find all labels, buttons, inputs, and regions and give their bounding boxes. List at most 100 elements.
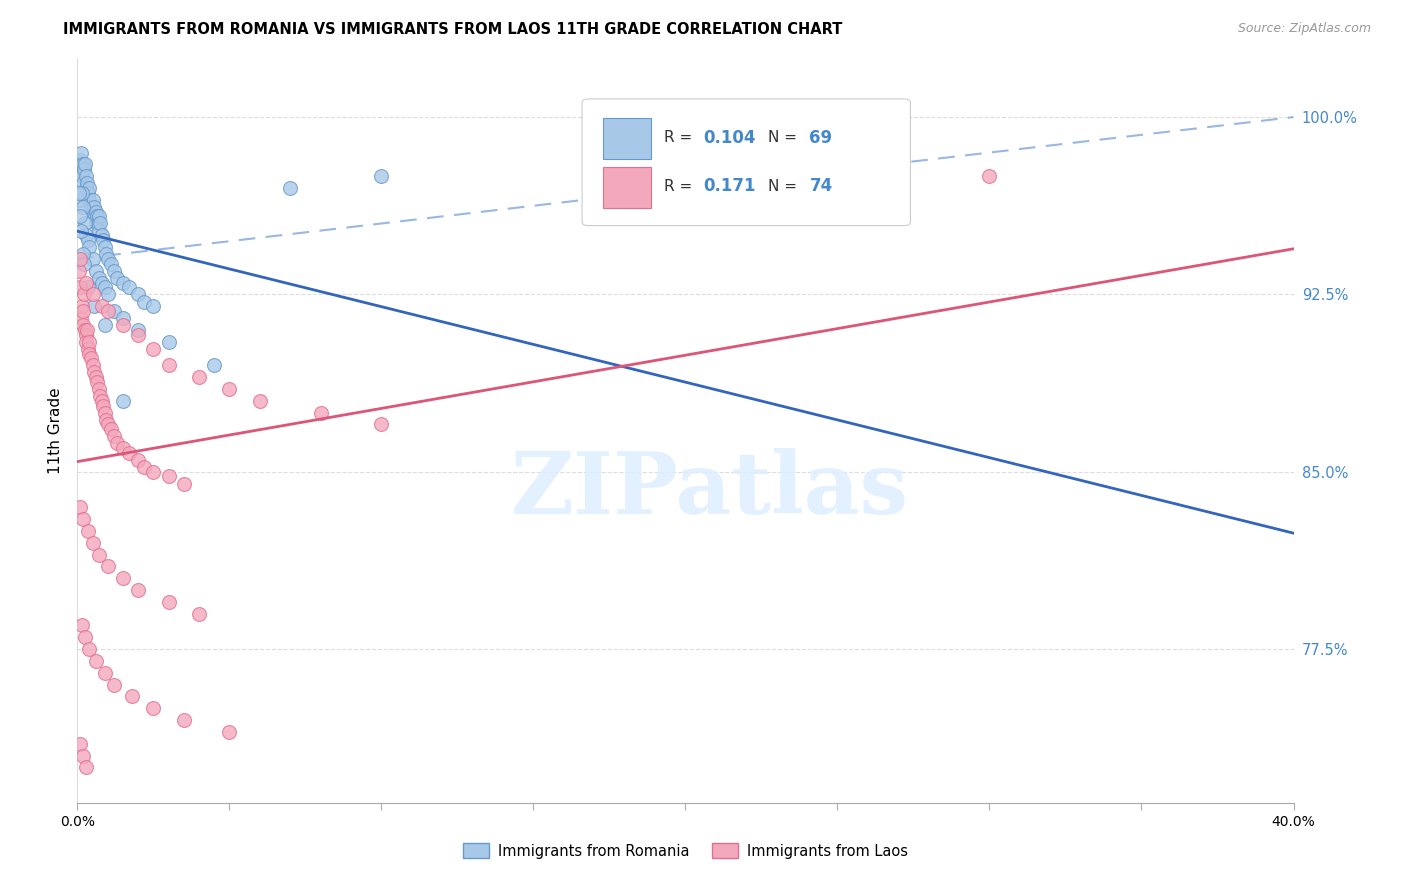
Point bbox=[69, 157, 91, 171]
Point bbox=[67, 162, 90, 177]
Point bbox=[249, 393, 271, 408]
Point bbox=[80, 351, 103, 366]
Point bbox=[89, 217, 111, 231]
Point bbox=[83, 366, 105, 380]
Point bbox=[157, 334, 180, 349]
Legend: Immigrants from Romania, Immigrants from Laos: Immigrants from Romania, Immigrants from… bbox=[463, 844, 908, 859]
Text: N =: N = bbox=[768, 130, 801, 145]
Point bbox=[93, 240, 115, 254]
Point bbox=[79, 346, 101, 360]
Text: Source: ZipAtlas.com: Source: ZipAtlas.com bbox=[1237, 22, 1371, 36]
Point bbox=[70, 145, 93, 160]
Point bbox=[103, 429, 125, 443]
Point bbox=[91, 399, 114, 413]
Point bbox=[75, 228, 97, 243]
Point bbox=[105, 436, 128, 450]
Point bbox=[73, 323, 96, 337]
Point bbox=[90, 299, 112, 313]
Point bbox=[96, 413, 118, 427]
Point bbox=[75, 334, 97, 349]
Point bbox=[84, 210, 107, 224]
Point bbox=[134, 460, 156, 475]
Point bbox=[70, 618, 93, 632]
Point bbox=[188, 607, 211, 621]
Text: 74: 74 bbox=[810, 178, 832, 195]
Point bbox=[84, 204, 107, 219]
Point bbox=[218, 724, 240, 739]
Point bbox=[72, 200, 94, 214]
Point bbox=[72, 247, 94, 261]
Point bbox=[75, 169, 97, 184]
Point bbox=[100, 257, 122, 271]
Point bbox=[127, 327, 149, 342]
Point bbox=[70, 186, 93, 200]
Point bbox=[72, 318, 94, 333]
Point bbox=[70, 224, 93, 238]
Point bbox=[127, 582, 149, 597]
Point bbox=[76, 176, 98, 190]
Point bbox=[142, 342, 165, 356]
Point bbox=[127, 453, 149, 467]
Point bbox=[79, 240, 101, 254]
Point bbox=[142, 299, 165, 313]
Point bbox=[73, 217, 96, 231]
Point bbox=[87, 271, 110, 285]
Point bbox=[86, 210, 108, 224]
Point bbox=[73, 287, 96, 301]
Bar bbox=[603, 168, 651, 209]
Point bbox=[72, 304, 94, 318]
Point bbox=[73, 162, 96, 177]
Text: IMMIGRANTS FROM ROMANIA VS IMMIGRANTS FROM LAOS 11TH GRADE CORRELATION CHART: IMMIGRANTS FROM ROMANIA VS IMMIGRANTS FR… bbox=[63, 22, 842, 37]
Point bbox=[82, 535, 104, 549]
Point bbox=[93, 665, 115, 680]
Point bbox=[83, 299, 105, 313]
Point bbox=[72, 157, 94, 171]
Point bbox=[100, 422, 122, 436]
Point bbox=[76, 323, 98, 337]
Point bbox=[77, 334, 100, 349]
Point bbox=[118, 280, 141, 294]
Point bbox=[73, 157, 96, 171]
Text: 69: 69 bbox=[810, 128, 832, 146]
Point bbox=[70, 169, 93, 184]
Point bbox=[111, 311, 134, 326]
Point bbox=[69, 193, 91, 207]
Point bbox=[87, 224, 110, 238]
Point bbox=[75, 276, 97, 290]
Point bbox=[87, 217, 110, 231]
Point bbox=[127, 287, 149, 301]
Point bbox=[84, 264, 107, 278]
Point bbox=[75, 181, 97, 195]
Point bbox=[142, 701, 165, 715]
Point bbox=[97, 417, 120, 432]
Point bbox=[72, 512, 94, 526]
Point bbox=[157, 469, 180, 483]
Point bbox=[97, 252, 120, 266]
Point bbox=[67, 264, 90, 278]
Point bbox=[111, 276, 134, 290]
Text: ZIPatlas: ZIPatlas bbox=[510, 448, 908, 532]
Point bbox=[91, 233, 114, 247]
Point bbox=[218, 382, 240, 396]
Point bbox=[82, 359, 104, 373]
Point bbox=[93, 318, 115, 333]
Point bbox=[142, 465, 165, 479]
Point bbox=[89, 389, 111, 403]
Point bbox=[111, 318, 134, 333]
Point bbox=[75, 327, 97, 342]
Point bbox=[105, 271, 128, 285]
Point bbox=[75, 760, 97, 774]
Point bbox=[173, 476, 195, 491]
Point bbox=[118, 446, 141, 460]
Point bbox=[79, 642, 101, 657]
Bar bbox=[603, 118, 651, 159]
Point bbox=[84, 217, 107, 231]
Point bbox=[79, 193, 101, 207]
Point bbox=[82, 193, 104, 207]
Text: 0.104: 0.104 bbox=[703, 128, 756, 146]
Point bbox=[69, 500, 91, 515]
Point bbox=[77, 342, 100, 356]
Point bbox=[69, 210, 91, 224]
Point bbox=[121, 690, 143, 704]
Point bbox=[80, 200, 103, 214]
